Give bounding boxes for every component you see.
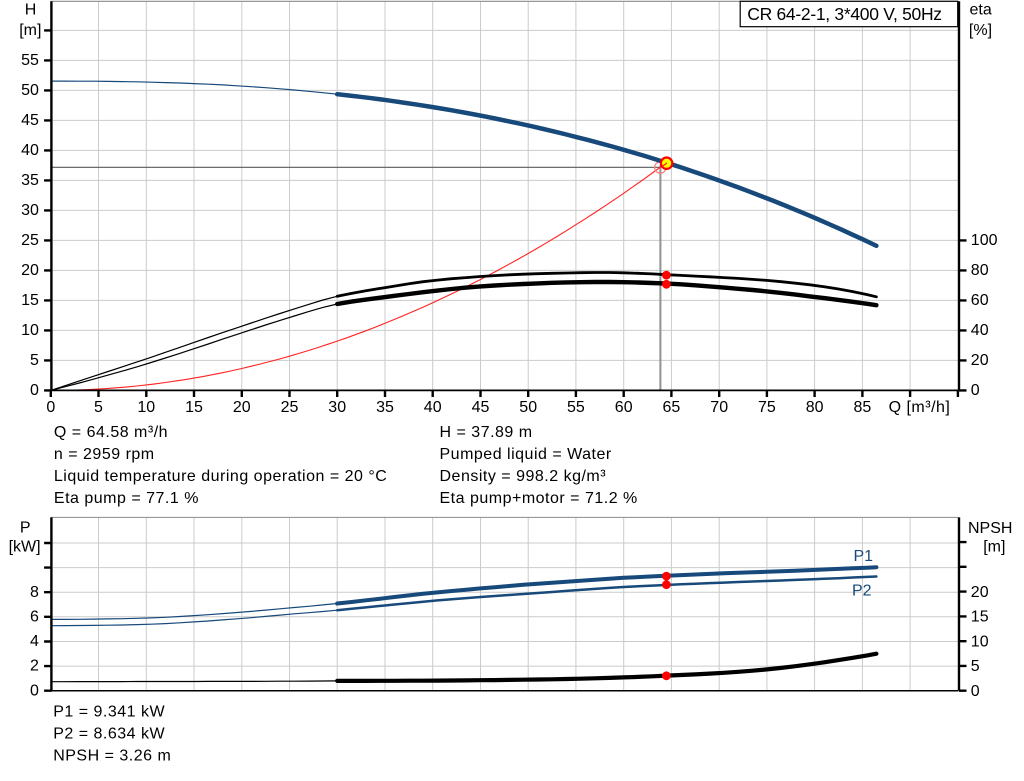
svg-text:[%]: [%] (969, 22, 992, 39)
svg-text:0: 0 (30, 382, 39, 399)
svg-text:Eta pump = 77.1 %: Eta pump = 77.1 % (54, 490, 199, 507)
svg-text:NPSH = 3.26 m: NPSH = 3.26 m (53, 748, 171, 765)
svg-text:35: 35 (376, 399, 394, 416)
svg-text:CR 64-2-1, 3*400 V, 50Hz: CR 64-2-1, 3*400 V, 50Hz (747, 4, 942, 24)
svg-text:50: 50 (21, 82, 39, 99)
svg-text:[m]: [m] (19, 22, 41, 39)
svg-text:Pumped liquid = Water: Pumped liquid = Water (440, 446, 612, 463)
svg-text:70: 70 (710, 399, 728, 416)
svg-text:eta: eta (970, 2, 992, 19)
svg-text:35: 35 (21, 172, 39, 189)
svg-text:20: 20 (971, 352, 989, 369)
svg-text:NPSH: NPSH (968, 520, 1012, 537)
svg-text:25: 25 (281, 399, 299, 416)
svg-text:85: 85 (854, 399, 872, 416)
svg-text:H: H (25, 2, 37, 19)
svg-text:75: 75 (758, 399, 776, 416)
svg-text:2: 2 (30, 658, 39, 675)
svg-text:45: 45 (21, 112, 39, 129)
svg-text:30: 30 (21, 202, 39, 219)
svg-text:40: 40 (424, 399, 442, 416)
svg-text:Eta pump+motor = 71.2 %: Eta pump+motor = 71.2 % (440, 490, 638, 507)
svg-text:15: 15 (185, 399, 203, 416)
svg-text:8: 8 (30, 584, 39, 601)
svg-text:4: 4 (30, 633, 39, 650)
svg-text:5: 5 (30, 352, 39, 369)
svg-text:30: 30 (328, 399, 346, 416)
svg-text:5: 5 (94, 399, 103, 416)
svg-text:20: 20 (971, 584, 989, 601)
svg-text:55: 55 (567, 399, 585, 416)
svg-text:45: 45 (472, 399, 490, 416)
svg-text:80: 80 (971, 262, 989, 279)
svg-text:Liquid temperature during oper: Liquid temperature during operation = 20… (54, 468, 387, 485)
svg-text:0: 0 (46, 399, 55, 416)
svg-text:15: 15 (21, 292, 39, 309)
svg-text:15: 15 (971, 609, 989, 626)
svg-text:40: 40 (971, 322, 989, 339)
svg-text:20: 20 (21, 262, 39, 279)
svg-text:10: 10 (137, 399, 155, 416)
svg-text:20: 20 (233, 399, 251, 416)
svg-text:5: 5 (971, 658, 980, 675)
svg-text:10: 10 (21, 322, 39, 339)
svg-text:P: P (20, 520, 31, 537)
svg-text:Q = 64.58 m³/h: Q = 64.58 m³/h (54, 424, 168, 441)
svg-text:55: 55 (21, 52, 39, 69)
svg-text:100: 100 (971, 232, 998, 249)
svg-text:P1: P1 (854, 548, 874, 565)
svg-text:P1 = 9.341 kW: P1 = 9.341 kW (53, 704, 165, 721)
svg-text:25: 25 (21, 232, 39, 249)
svg-text:0: 0 (971, 382, 980, 399)
svg-text:P2: P2 (852, 583, 872, 600)
svg-text:10: 10 (971, 633, 989, 650)
svg-text:6: 6 (30, 608, 39, 625)
svg-text:[kW]: [kW] (9, 538, 41, 555)
svg-text:P2 = 8.634 kW: P2 = 8.634 kW (53, 726, 165, 743)
svg-text:50: 50 (519, 399, 537, 416)
svg-text:H = 37.89 m: H = 37.89 m (440, 424, 533, 441)
svg-text:40: 40 (21, 142, 39, 159)
svg-text:n = 2959 rpm: n = 2959 rpm (54, 446, 155, 463)
svg-text:[m]: [m] (983, 538, 1005, 555)
svg-text:0: 0 (971, 683, 980, 700)
svg-text:65: 65 (663, 399, 681, 416)
svg-text:60: 60 (971, 292, 989, 309)
svg-text:60: 60 (615, 399, 633, 416)
svg-text:80: 80 (806, 399, 824, 416)
svg-text:Density = 998.2 kg/m³: Density = 998.2 kg/m³ (440, 468, 607, 485)
svg-text:0: 0 (30, 682, 39, 699)
svg-text:Q [m³/h]: Q [m³/h] (889, 399, 951, 416)
